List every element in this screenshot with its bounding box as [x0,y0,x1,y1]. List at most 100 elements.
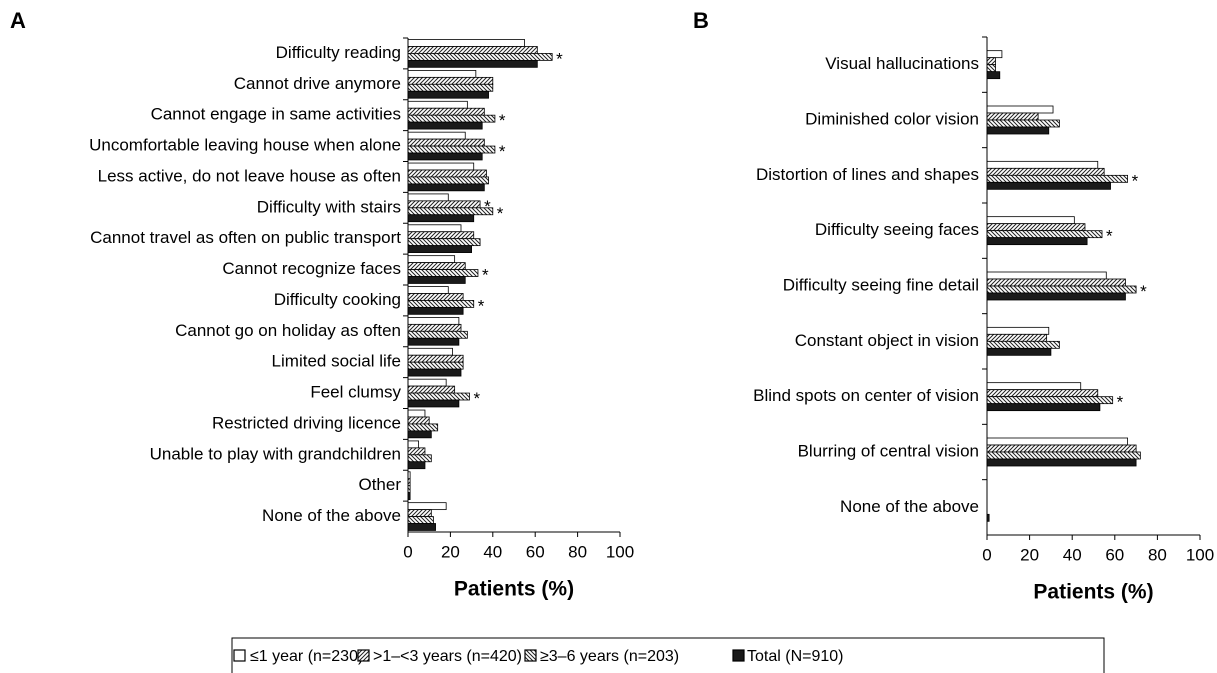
significance-marker: * [1106,227,1113,246]
category-label: Difficulty seeing faces [815,220,979,239]
bar [407,354,464,363]
bar [407,347,453,356]
bar [986,451,1141,460]
bar [986,71,1001,80]
significance-marker: * [1117,393,1124,412]
bar [986,57,996,66]
bar [407,269,479,277]
bar [407,245,472,253]
significance-marker: * [556,49,563,68]
legend-swatch [732,649,745,662]
category-label: None of the above [262,506,401,525]
bar [407,114,496,123]
bar [407,502,447,511]
bar [407,83,494,92]
category-label: Less active, do not leave house as often [98,166,401,185]
bar [986,105,1054,114]
significance-marker: * [497,204,504,223]
bar [407,286,449,294]
legend-swatch [233,649,246,662]
bar [986,50,1003,59]
x-tick-label: 80 [1148,545,1167,564]
bar [407,454,432,463]
category-label: Unable to play with grandchildren [150,444,401,463]
bar [407,76,494,85]
x-tick-label: 40 [1063,545,1082,564]
bar [986,278,1126,287]
x-tick-label: 100 [1186,545,1214,564]
bar [986,396,1114,405]
bar [407,306,464,315]
category-label: Difficulty with stairs [257,197,401,216]
bar [986,119,1060,128]
category-label: Difficulty cooking [274,290,401,309]
bar [407,169,487,178]
bar [986,437,1128,446]
bar [986,340,1060,349]
bar [407,416,430,425]
bar [407,378,447,387]
bar [407,131,466,140]
bar [407,523,436,531]
category-label: Diminished color vision [805,109,979,128]
category-label: Difficulty seeing fine detail [783,275,979,294]
bar [407,100,468,109]
bar [407,262,466,270]
bar [986,444,1137,453]
x-axis-title: Patients (%) [454,578,574,601]
bar [407,409,426,418]
bar [407,300,475,308]
bar [407,200,481,209]
bar [407,255,456,264]
panel-label: B [693,8,709,33]
category-label: Cannot go on holiday as often [175,321,401,340]
legend-swatch [524,649,537,662]
bar [407,361,464,370]
bar [407,293,464,301]
bar [407,231,475,240]
category-label: Other [358,475,401,494]
bar [407,70,477,78]
category-label: Cannot travel as often on public transpo… [90,228,401,247]
legend-label: >1–<3 years (n=420) [373,648,522,665]
category-label: Distortion of lines and shapes [756,165,979,184]
category-label: Feel clumsy [310,383,401,402]
bar [407,323,462,332]
significance-marker: * [484,197,491,216]
legend-label: ≤1 year (n=230) [250,648,363,665]
category-label: Cannot drive anymore [234,74,401,93]
bar [407,90,489,99]
bar [407,399,460,408]
bar [407,276,466,284]
x-tick-label: 0 [403,542,412,561]
bar [986,271,1107,280]
bar [986,230,1103,239]
bar [407,39,525,47]
bar [407,238,481,247]
bar [986,333,1048,342]
category-label: Cannot engage in same activities [151,105,401,124]
bar [407,152,483,161]
x-tick-label: 60 [1105,545,1124,564]
bar [986,174,1128,183]
category-label: Restricted driving licence [212,413,401,432]
x-tick-label: 0 [982,545,991,564]
bar [407,162,475,171]
legend-box [231,637,1105,673]
category-label: Difficulty reading [276,43,401,62]
bar [986,285,1137,294]
significance-marker: * [473,389,480,408]
bar [407,145,496,154]
bar [407,193,449,202]
significance-marker: * [1140,282,1147,301]
bar [407,224,462,233]
x-tick-label: 80 [568,542,587,561]
bar [407,516,434,524]
significance-marker: * [478,296,485,315]
category-label: Constant object in vision [795,331,979,350]
bar [986,403,1101,412]
bar [407,430,432,439]
bar [986,160,1099,169]
legend-label: ≥3–6 years (n=203) [540,648,679,665]
